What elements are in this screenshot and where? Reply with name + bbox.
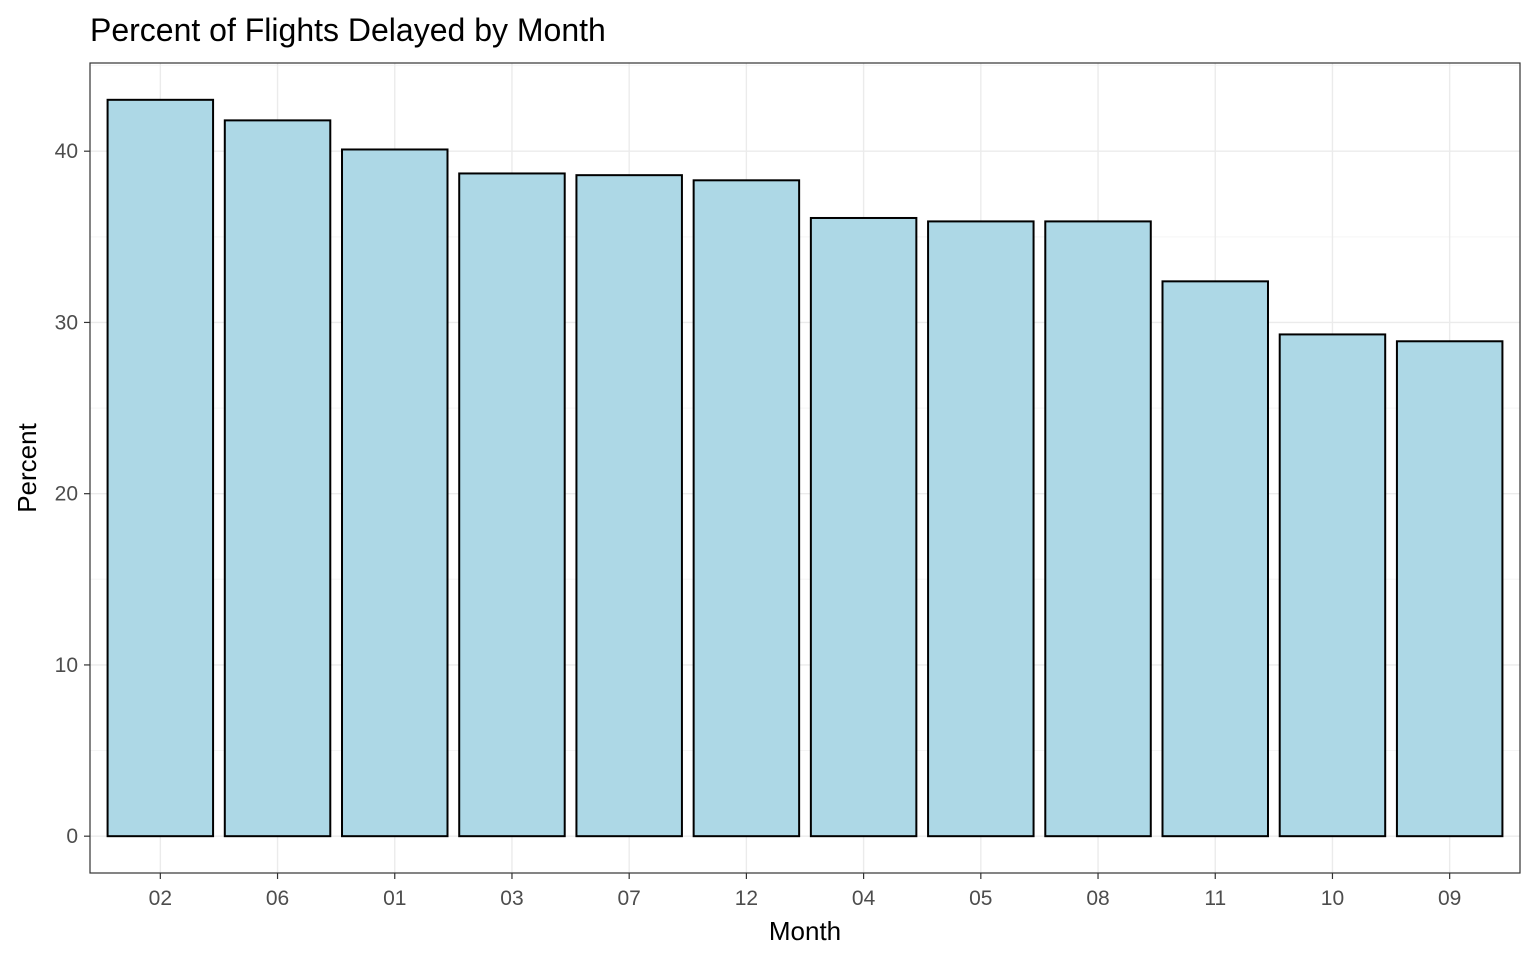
y-tick-label-3: 30 (55, 311, 78, 334)
x-tick-label-08: 08 (1086, 887, 1109, 910)
x-tick-label-03: 03 (500, 887, 523, 910)
bar-06 (223, 119, 332, 838)
y-tick-label-4: 40 (55, 140, 78, 163)
y-axis-title: Percent (12, 422, 42, 512)
x-tick-label-02: 02 (149, 887, 172, 910)
bar-10 (1278, 333, 1387, 838)
y-tick-label-0: 0 (66, 825, 78, 848)
y-tick-label-2: 20 (55, 483, 78, 506)
x-axis-title: Month (769, 916, 841, 946)
y-axis: 0 10 20 30 40 (55, 140, 90, 848)
x-tick-label-10: 10 (1321, 887, 1344, 910)
x-tick-label-06: 06 (266, 887, 289, 910)
bar-03 (458, 172, 566, 838)
x-tick-label-01: 01 (383, 887, 406, 910)
x-tick-label-12: 12 (735, 887, 758, 910)
bar-09 (1395, 340, 1504, 838)
x-axis: 02 06 01 03 07 12 04 05 08 11 10 09 (149, 873, 1461, 910)
bar-04 (809, 216, 918, 838)
y-tick-label-1: 10 (55, 654, 78, 677)
bar-02 (106, 98, 215, 838)
bar-08 (1044, 220, 1152, 838)
x-tick-label-05: 05 (969, 887, 992, 910)
bar-11 (1161, 280, 1269, 838)
chart-title: Percent of Flights Delayed by Month (90, 12, 606, 48)
bar-07 (575, 174, 683, 838)
x-tick-label-04: 04 (852, 887, 876, 910)
bars (106, 98, 1504, 838)
bar-12 (692, 179, 801, 838)
bar-05 (927, 220, 1035, 838)
x-tick-label-07: 07 (618, 887, 641, 910)
x-tick-label-11: 11 (1204, 887, 1226, 910)
x-tick-label-09: 09 (1438, 887, 1461, 910)
bar-01 (341, 148, 449, 838)
panel-border (89, 62, 1521, 874)
